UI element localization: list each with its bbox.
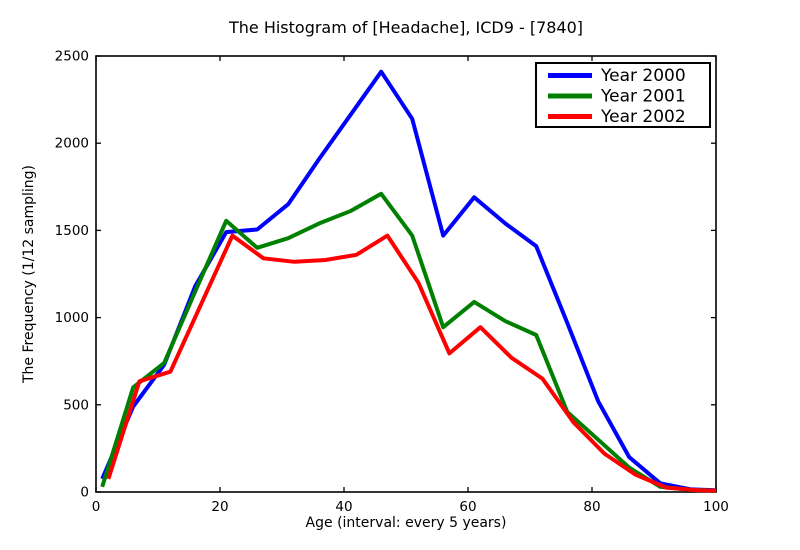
series-line-year-2002	[106, 233, 717, 493]
x-tick-label: 0	[92, 499, 101, 515]
y-tick-label: 0	[80, 485, 89, 501]
series-line-year-2000	[100, 69, 717, 493]
x-tick-label: 20	[211, 499, 228, 515]
data-series	[100, 69, 717, 493]
y-tick-label: 2500	[55, 49, 89, 65]
x-tick-label: 40	[335, 499, 352, 515]
x-tick-label: 80	[583, 499, 600, 515]
y-tick-label: 1500	[55, 223, 89, 239]
y-tick-label: 500	[63, 397, 89, 413]
y-tick-label: 1000	[55, 310, 89, 326]
legend-entry-label: Year 2000	[600, 66, 686, 86]
y-axis-label: The Frequency (1/12 sampling)	[21, 165, 37, 384]
legend-entry-label: Year 2001	[600, 87, 686, 107]
x-tick-label: 60	[459, 499, 476, 515]
x-tick-label: 100	[703, 499, 729, 515]
x-axis-label: Age (interval: every 5 years)	[306, 515, 507, 531]
series-line-year-2001	[100, 191, 717, 493]
axis-ticks	[95, 55, 717, 493]
chart-title: The Histogram of [Headache], ICD9 - [784…	[228, 18, 583, 37]
y-tick-label: 2000	[55, 136, 89, 152]
legend-entry-label: Year 2002	[600, 107, 686, 127]
plot-border	[95, 55, 717, 493]
